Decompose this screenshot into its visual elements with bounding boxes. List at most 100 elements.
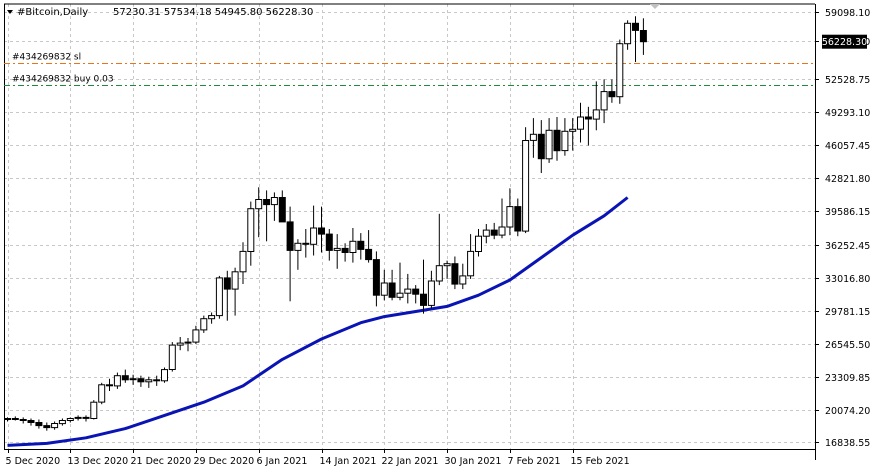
price-tick-label: 33016.80 [825, 274, 870, 285]
candle [412, 285, 420, 304]
candle-body-bull [482, 229, 490, 237]
ohlc-values: 57230.31 57534.18 54945.80 56228.30 [113, 7, 313, 18]
chart-grid [4, 4, 815, 449]
candle-body-bull [231, 271, 239, 290]
candle [482, 224, 490, 244]
candle-body-bull [90, 401, 98, 420]
candle-body-bear [451, 263, 459, 285]
candle-body-bull [58, 420, 66, 425]
candle [325, 229, 333, 261]
current-price-label: 56228.30 [822, 37, 867, 48]
candle-body-bull [98, 384, 106, 403]
candle [121, 369, 129, 383]
candle [82, 415, 90, 422]
candle-body-bear [137, 378, 145, 383]
candle [435, 213, 443, 286]
candle-body-bear [11, 418, 19, 420]
candle [184, 338, 192, 352]
candle [51, 421, 59, 430]
candle-body-bear [223, 277, 231, 290]
candle-body-bear [35, 422, 43, 427]
price-tick-label: 52528.75 [825, 75, 870, 86]
candle [247, 201, 255, 266]
candle-body-bear [490, 229, 498, 236]
candle [584, 106, 592, 146]
candle [467, 234, 475, 279]
time-tick-label: 6 Jan 2021 [257, 456, 308, 467]
candle [43, 422, 51, 431]
menu-triangle-icon[interactable] [7, 10, 13, 14]
candle [106, 378, 113, 391]
candle-body-bull [184, 341, 192, 344]
candle-body-bull [333, 247, 341, 251]
price-tick-label: 39586.15 [825, 207, 870, 218]
candle [639, 18, 647, 55]
candle [168, 342, 176, 372]
candle-body-bear [302, 242, 310, 245]
candle-body-bear [106, 384, 113, 387]
candle [176, 337, 184, 351]
price-tick-label: 46057.45 [825, 141, 870, 152]
candle [113, 372, 121, 389]
candle-body-bear [325, 233, 333, 251]
candle [318, 206, 325, 253]
price-tick-label: 29781.15 [825, 307, 870, 318]
candle [35, 419, 43, 429]
candle-body-bear [372, 259, 380, 296]
order-line-label: #434269832 buy 0.03 [12, 75, 114, 85]
candle-body-bull [569, 128, 577, 132]
candles-layer [4, 16, 647, 431]
candle [592, 81, 600, 131]
price-tick-label: 26545.50 [825, 340, 870, 351]
candle-body-bull [294, 242, 302, 251]
candle [561, 118, 569, 156]
moving-average-line [7, 196, 629, 447]
order-line-label: #434269832 sl [12, 53, 81, 63]
candle-body-bear [286, 221, 294, 251]
price-tick-label: 42821.80 [825, 174, 870, 185]
chart-header[interactable]: #Bitcoin,Daily 57230.31 57534.18 54945.8… [7, 7, 313, 18]
candle-body-bear [420, 293, 427, 306]
time-tick-label: 21 Dec 2020 [131, 456, 192, 467]
candle-body-bull [208, 315, 216, 320]
candle [600, 79, 608, 124]
candle-body-bull [310, 227, 318, 245]
candle-body-bull [145, 379, 153, 383]
candle [19, 417, 27, 424]
candle-body-bull [176, 342, 184, 346]
candle-body-bull [459, 275, 467, 285]
candle [90, 400, 98, 420]
price-axis: 59098.10 56228.30 52528.75 49293.10 46057.45… [815, 8, 870, 449]
candle [27, 418, 35, 426]
candle-body-bull [380, 282, 388, 296]
price-tick-label: 20074.20 [825, 406, 870, 417]
candle [11, 416, 19, 421]
candle-body-bull [255, 199, 263, 210]
candle [427, 270, 435, 309]
candle [263, 190, 271, 242]
candle [278, 190, 286, 223]
candle [255, 187, 263, 238]
candle-body-bull [66, 418, 74, 421]
candle [624, 20, 632, 50]
symbol-label: #Bitcoin,Daily [17, 7, 88, 18]
chart-shift-marker-icon[interactable] [650, 4, 660, 9]
candle-body-bear [608, 91, 616, 98]
candle-body-bull [404, 288, 412, 294]
candle [616, 39, 624, 104]
candle-body-bull [200, 318, 208, 331]
time-tick-label: 30 Jan 2021 [445, 456, 502, 467]
candle-body-bull [498, 226, 506, 236]
candle-body-bull [4, 418, 11, 420]
price-tick-label: 49293.10 [825, 108, 870, 119]
candle [215, 275, 223, 319]
candle [569, 118, 577, 151]
candle [239, 242, 247, 284]
candle-body-bull [467, 250, 475, 277]
candle [153, 375, 161, 386]
candle [200, 315, 208, 333]
candle-body-bull [129, 378, 137, 381]
candle-body-bull [215, 277, 223, 317]
